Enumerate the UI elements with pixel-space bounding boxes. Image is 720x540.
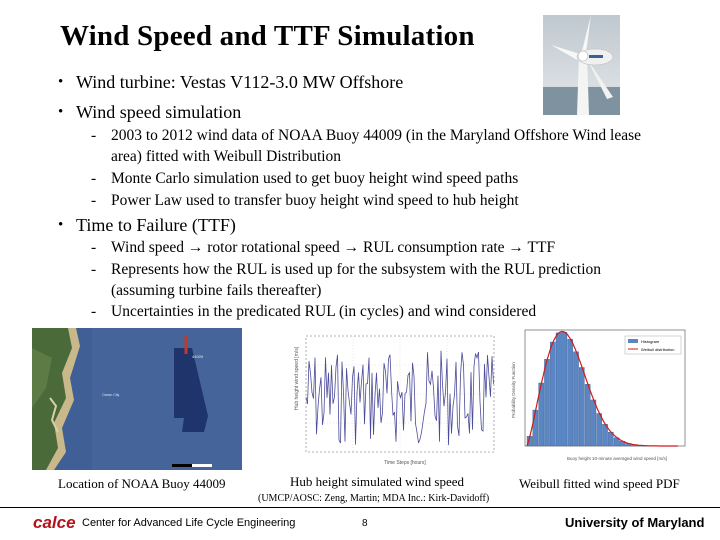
svg-text:Weibull distribution: Weibull distribution [641, 347, 675, 352]
dash-glyph: - [91, 192, 97, 209]
svg-text:Hub height wind speed [m/s]: Hub height wind speed [m/s] [294, 346, 300, 410]
bullet-glyph: • [58, 217, 64, 233]
caption-pdf: Weibull fitted wind speed PDF [519, 476, 680, 491]
svg-text:Buoy height 10-minute averaged: Buoy height 10-minute averaged wind spee… [567, 456, 667, 461]
wind-turbine-photo [543, 15, 620, 115]
credit-line: (UMCP/AOSC: Zeng, Martin; MDA Inc.: Kirk… [258, 493, 490, 504]
sub-bullet-ttf-chain: - Wind speed → rotor rotational speed → R… [91, 237, 671, 258]
bullet-wind-speed-simulation: • Wind speed simulation [58, 102, 241, 123]
sub-bullet-power-law: - Power Law used to transfer buoy height … [91, 190, 671, 211]
bullet-wind-turbine: • Wind turbine: Vestas V112-3.0 MW Offsho… [58, 72, 403, 93]
footer-divider [0, 507, 720, 508]
dash-glyph: - [91, 239, 97, 256]
hub-height-wind-speed-plot: Time Steps [hours] Hub height wind speed… [294, 330, 502, 470]
buoy-location-map: 44009 Ocean City [32, 328, 242, 470]
sub-bullet-monte-carlo: - Monte Carlo simulation used to get buoy… [91, 168, 671, 189]
sub-bullet-text: Uncertainties in the predicated RUL (in … [111, 303, 537, 320]
svg-text:Probability Density Function: Probability Density Function [511, 362, 516, 418]
sub-bullet-text: Wind speed → rotor rotational speed → RU… [111, 239, 556, 256]
bullet-glyph: • [58, 74, 64, 90]
weibull-pdf-plot: Histogram Weibull distribution Buoy heig… [507, 326, 687, 470]
bullet-time-to-failure: • Time to Failure (TTF) [58, 215, 236, 236]
dash-glyph: - [91, 170, 97, 187]
bullet-glyph: • [58, 104, 64, 120]
svg-text:Ocean City: Ocean City [102, 393, 120, 397]
logo-text: calce [33, 513, 76, 532]
bullet-text: Wind speed simulation [76, 102, 242, 122]
slide-title: Wind Speed and TTF Simulation [60, 20, 475, 52]
dash-glyph: - [91, 303, 97, 320]
sub-bullet-noaa-data: -2003 to 2012 wind data of NOAA Buoy 440… [91, 125, 671, 167]
svg-text:Time Steps [hours]: Time Steps [hours] [384, 460, 426, 466]
sub-bullet-text: Represents how the RUL is used up for th… [111, 261, 602, 299]
bullet-text: Wind turbine: Vestas V112-3.0 MW Offshor… [76, 72, 404, 92]
footer-center-name: Center for Advanced Life Cycle Engineeri… [82, 517, 296, 529]
svg-text:44009: 44009 [192, 354, 204, 359]
svg-text:Histogram: Histogram [641, 339, 660, 344]
sub-bullet-text: 2003 to 2012 wind data of NOAA Buoy 4400… [111, 127, 642, 165]
footer-university: University of Maryland [565, 515, 705, 530]
page-number: 8 [362, 518, 368, 529]
caption-hub: Hub height simulated wind speed [290, 474, 465, 489]
calce-logo: calce [33, 513, 76, 532]
sub-bullet-text: Monte Carlo simulation used to get buoy … [111, 170, 519, 187]
sub-bullet-rul-usage: - Represents how the RUL is used up for t… [91, 259, 616, 301]
sub-bullet-text: Power Law used to transfer buoy height w… [111, 192, 519, 209]
caption-map: Location of NOAA Buoy 44009 [58, 476, 226, 491]
bullet-text: Time to Failure (TTF) [76, 215, 236, 235]
sub-bullet-uncertainties: - Uncertainties in the predicated RUL (in… [91, 301, 671, 322]
dash-glyph: - [91, 127, 97, 144]
dash-glyph: - [91, 261, 97, 278]
